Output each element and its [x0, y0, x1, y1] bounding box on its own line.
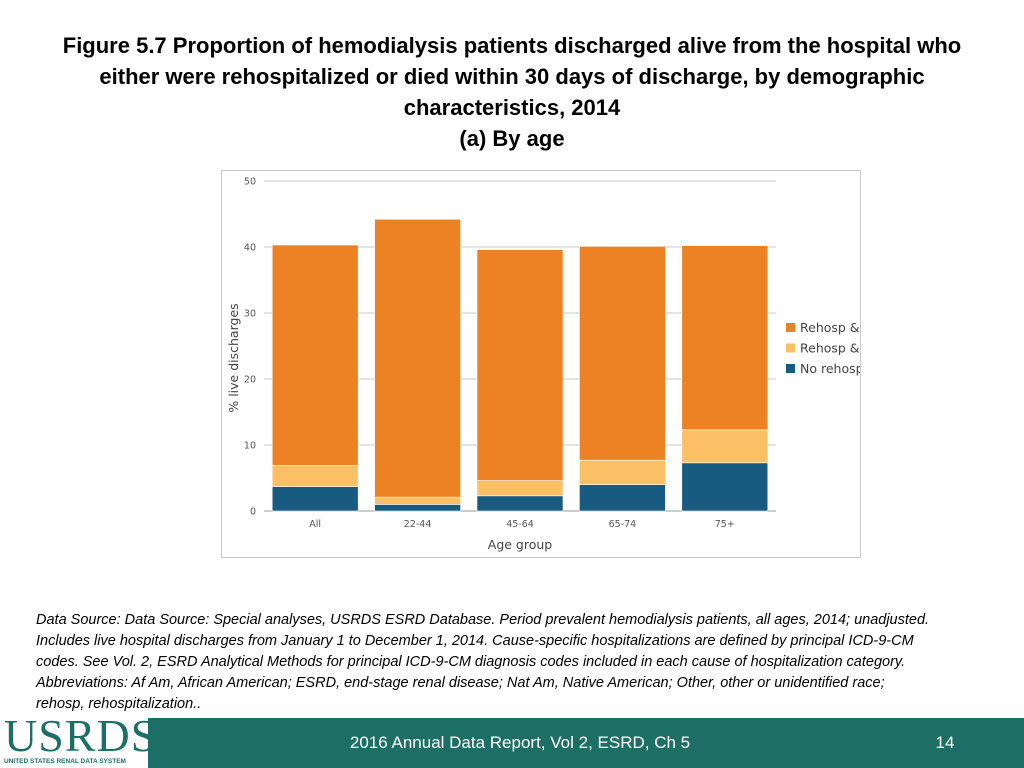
- legend-swatch: [786, 364, 795, 373]
- y-tick-label: 0: [250, 507, 256, 518]
- y-tick-label: 50: [244, 177, 256, 188]
- legend-swatch: [786, 343, 795, 353]
- notes-line: rehosp, rehospitalization..: [36, 696, 202, 712]
- usrds-logo: USRDS UNITED STATES RENAL DATA SYSTEM: [0, 712, 156, 768]
- notes-line: Abbreviations: Af Am, African American; …: [36, 675, 885, 691]
- chart-frame: 0 10 20 30 40 50 All 22-44 45-64 65-74 75+ Age grou…: [221, 170, 861, 558]
- footer-bar: [0, 718, 1024, 768]
- logo-wordmark: USRDS: [4, 710, 158, 761]
- x-tick-label: 65-74: [609, 519, 637, 530]
- x-tick-label: All: [309, 519, 321, 530]
- footer-report-title: 2016 Annual Data Report, Vol 2, ESRD, Ch…: [349, 733, 691, 752]
- bar-segment: [681, 462, 769, 512]
- bar-segment: [579, 246, 666, 461]
- notes-line: Includes live hospital discharges from J…: [36, 633, 914, 649]
- x-tick-label: 75+: [715, 519, 735, 530]
- data-source-notes: Data Source: Data Source: Special analys…: [36, 610, 986, 715]
- bar-segment: [271, 486, 359, 512]
- bar-segment: [579, 484, 666, 512]
- x-tick-label: 45-64: [506, 519, 534, 530]
- logo-subtext: UNITED STATES RENAL DATA SYSTEM: [4, 758, 126, 765]
- bar-segment: [374, 504, 461, 512]
- y-tick-label: 30: [244, 309, 256, 320]
- bar-segment: [476, 495, 564, 512]
- chart-subtitle: (a) By age: [459, 126, 565, 151]
- bar-segment: [476, 249, 564, 481]
- notes-line: codes. See Vol. 2, ESRD Analytical Metho…: [36, 654, 906, 670]
- title-line-1: Figure 5.7 Proportion of hemodialysis pa…: [62, 33, 962, 58]
- legend-label: Rehosp & died: [800, 341, 860, 356]
- bar-segment: [374, 218, 461, 498]
- bar-segment: [681, 245, 769, 431]
- legend-label: No rehosp & died: [800, 361, 860, 376]
- x-axis-label: Age group: [488, 537, 553, 552]
- bar-segment: [681, 429, 769, 464]
- bar-segment: [271, 465, 359, 487]
- bar-segment: [579, 459, 666, 485]
- stacked-bar-chart: 0 10 20 30 40 50 All 22-44 45-64 65-74 75+ Age grou…: [226, 177, 860, 553]
- legend-label: Rehosp & alive: [800, 320, 860, 335]
- y-tick-label: 40: [244, 243, 256, 254]
- slide-title: Figure 5.7 Proportion of hemodialysis pa…: [20, 30, 1004, 154]
- title-line-3: characteristics, 2014: [403, 95, 621, 120]
- legend-swatch: [786, 323, 795, 332]
- page-number: 14: [935, 733, 955, 752]
- y-axis-label: % live discharges: [226, 303, 241, 412]
- y-tick-label: 20: [244, 375, 256, 386]
- y-tick-label: 10: [244, 441, 256, 452]
- x-tick-label: 22-44: [404, 519, 432, 530]
- bar-segment: [374, 496, 461, 505]
- bar-segment: [271, 244, 359, 466]
- title-line-2: either were rehospitalized or died withi…: [99, 64, 925, 89]
- notes-line: Data Source: Data Source: Special analys…: [36, 612, 930, 628]
- bar-segment: [476, 480, 564, 497]
